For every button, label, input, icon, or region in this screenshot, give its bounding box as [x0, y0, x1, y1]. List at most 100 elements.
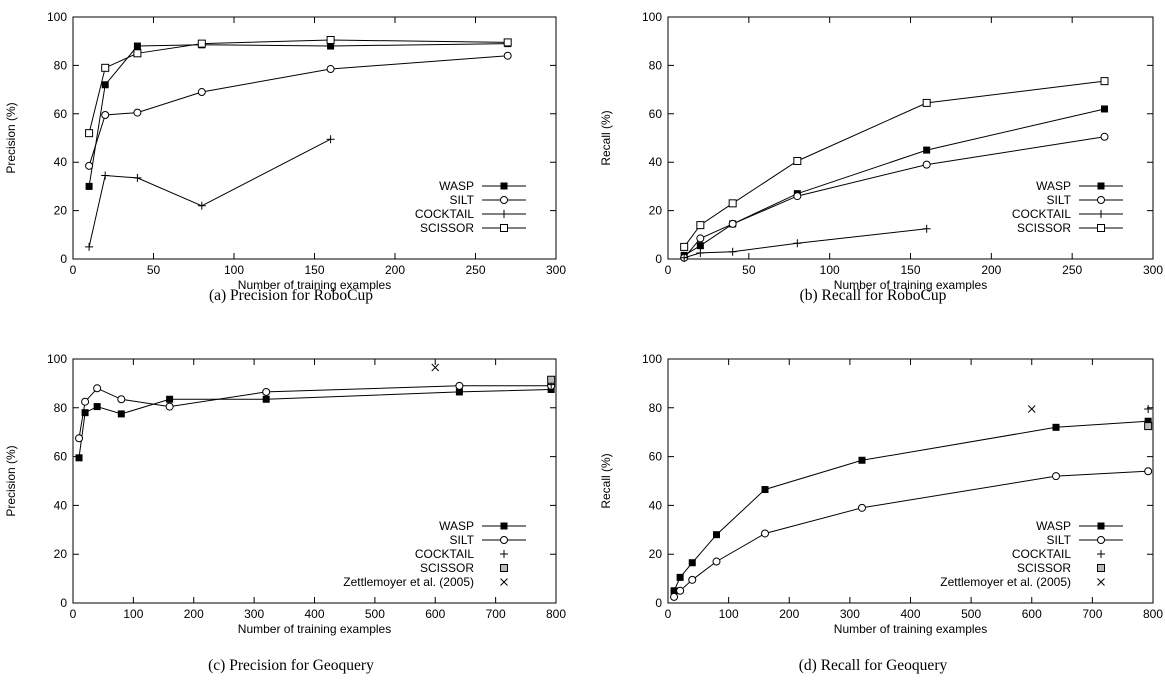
y-tick-label: 80 — [54, 58, 68, 72]
series-silt — [75, 381, 556, 443]
legend-label: SCISSOR — [420, 561, 474, 575]
legend-label: SCISSOR — [1017, 221, 1071, 235]
data-point — [1100, 132, 1109, 141]
legend-entry: Zettlemoyer et al. (2005) — [343, 575, 508, 589]
data-point — [133, 108, 142, 117]
data-point — [696, 242, 704, 250]
legend-marker — [1097, 182, 1105, 190]
data-point — [327, 42, 335, 50]
series-line — [78, 385, 552, 439]
x-tick-label: 150 — [304, 263, 324, 277]
data-point — [1052, 423, 1060, 431]
data-point — [1144, 467, 1153, 476]
plot-frame — [72, 16, 557, 260]
data-point — [133, 49, 142, 58]
data-point — [793, 192, 802, 201]
data-point — [1144, 422, 1153, 431]
series-line — [673, 470, 1149, 598]
legend-marker — [1097, 536, 1105, 544]
y-tick-label: 100 — [47, 352, 67, 366]
legend-entry: SCISSOR — [420, 221, 526, 235]
x-tick-label: 300 — [840, 607, 860, 621]
legend-label: WASP — [1036, 519, 1071, 533]
data-point — [75, 434, 84, 443]
data-point — [761, 486, 769, 494]
series-line — [684, 228, 927, 259]
data-point — [326, 65, 335, 74]
legend-label: COCKTAIL — [1012, 207, 1071, 221]
x-tick-label: 0 — [665, 607, 672, 621]
legend-marker — [500, 196, 508, 204]
data-point — [1100, 77, 1109, 86]
y-tick-label: 40 — [54, 155, 68, 169]
data-point — [503, 38, 512, 47]
legend-entry: SCISSOR — [420, 561, 508, 575]
x-tick-label: 200 — [385, 263, 405, 277]
x-tick-label: 100 — [719, 607, 739, 621]
y-axis-label: Precision (%) — [4, 445, 18, 516]
legend-marker — [500, 550, 508, 558]
data-point — [117, 395, 126, 404]
series-line — [683, 136, 1105, 259]
legend-label: WASP — [439, 519, 474, 533]
data-point — [262, 395, 270, 403]
legend-marker — [1097, 522, 1105, 530]
legend-marker — [500, 536, 508, 544]
legend-label: SILT — [1047, 533, 1072, 547]
legend-label: SCISSOR — [1017, 561, 1071, 575]
legend-label: SILT — [1047, 193, 1072, 207]
y-tick-label: 20 — [54, 204, 68, 218]
series-scissor — [85, 35, 512, 138]
data-point — [922, 160, 931, 169]
legend-marker — [500, 224, 508, 232]
legend-marker-box — [1097, 564, 1105, 572]
x-tick-label: 400 — [304, 607, 324, 621]
x-tick-label: 600 — [425, 607, 445, 621]
data-point — [680, 242, 689, 251]
x-tick-label: 100 — [224, 263, 244, 277]
series-cocktail — [680, 224, 931, 262]
data-point — [197, 88, 206, 97]
series-scissor — [680, 77, 1109, 251]
series-silt — [670, 467, 1153, 601]
series-silt — [680, 132, 1109, 262]
data-point — [922, 224, 931, 233]
y-axis-label: Recall (%) — [599, 453, 613, 508]
legend-marker — [1097, 196, 1105, 204]
series-scissor — [547, 375, 556, 384]
y-tick-label: 60 — [54, 107, 68, 121]
legend-marker — [500, 578, 508, 586]
data-point — [728, 219, 737, 228]
x-tick-label: 50 — [742, 263, 756, 277]
data-point — [133, 173, 142, 182]
y-tick-label: 20 — [649, 547, 663, 561]
series-cocktail — [85, 135, 335, 251]
legend-entry: COCKTAIL — [415, 207, 526, 221]
x-tick-label: 500 — [961, 607, 981, 621]
y-axis-label: Recall (%) — [599, 110, 613, 165]
data-point-box — [1144, 422, 1153, 431]
x-tick-label: 300 — [244, 607, 264, 621]
series-line — [88, 39, 508, 134]
legend-marker — [1097, 564, 1105, 572]
x-tick-label: 500 — [365, 607, 385, 621]
data-point — [1101, 105, 1108, 113]
y-tick-label: 80 — [649, 401, 663, 415]
data-point — [85, 242, 94, 251]
legend-label: SILT — [450, 533, 475, 547]
x-tick-label: 0 — [665, 263, 672, 277]
data-point — [101, 171, 110, 180]
data-point — [676, 586, 685, 595]
x-tick-label: 800 — [1143, 607, 1163, 621]
x-tick-label: 600 — [1022, 607, 1042, 621]
caption-b: (b) Recall for RoboCup — [799, 287, 947, 304]
data-point — [93, 403, 101, 411]
data-point — [101, 63, 110, 72]
chart-panel-d: 0 100 200 300 400 500 600 700 800 0 20 40 60 80 100 Num… — [599, 352, 1163, 636]
legend-label: SCISSOR — [420, 221, 474, 235]
series-wasp — [670, 417, 1152, 595]
data-point — [85, 182, 93, 190]
x-axis-label: Number of training examples — [834, 278, 987, 292]
y-tick-label: 80 — [54, 401, 68, 415]
